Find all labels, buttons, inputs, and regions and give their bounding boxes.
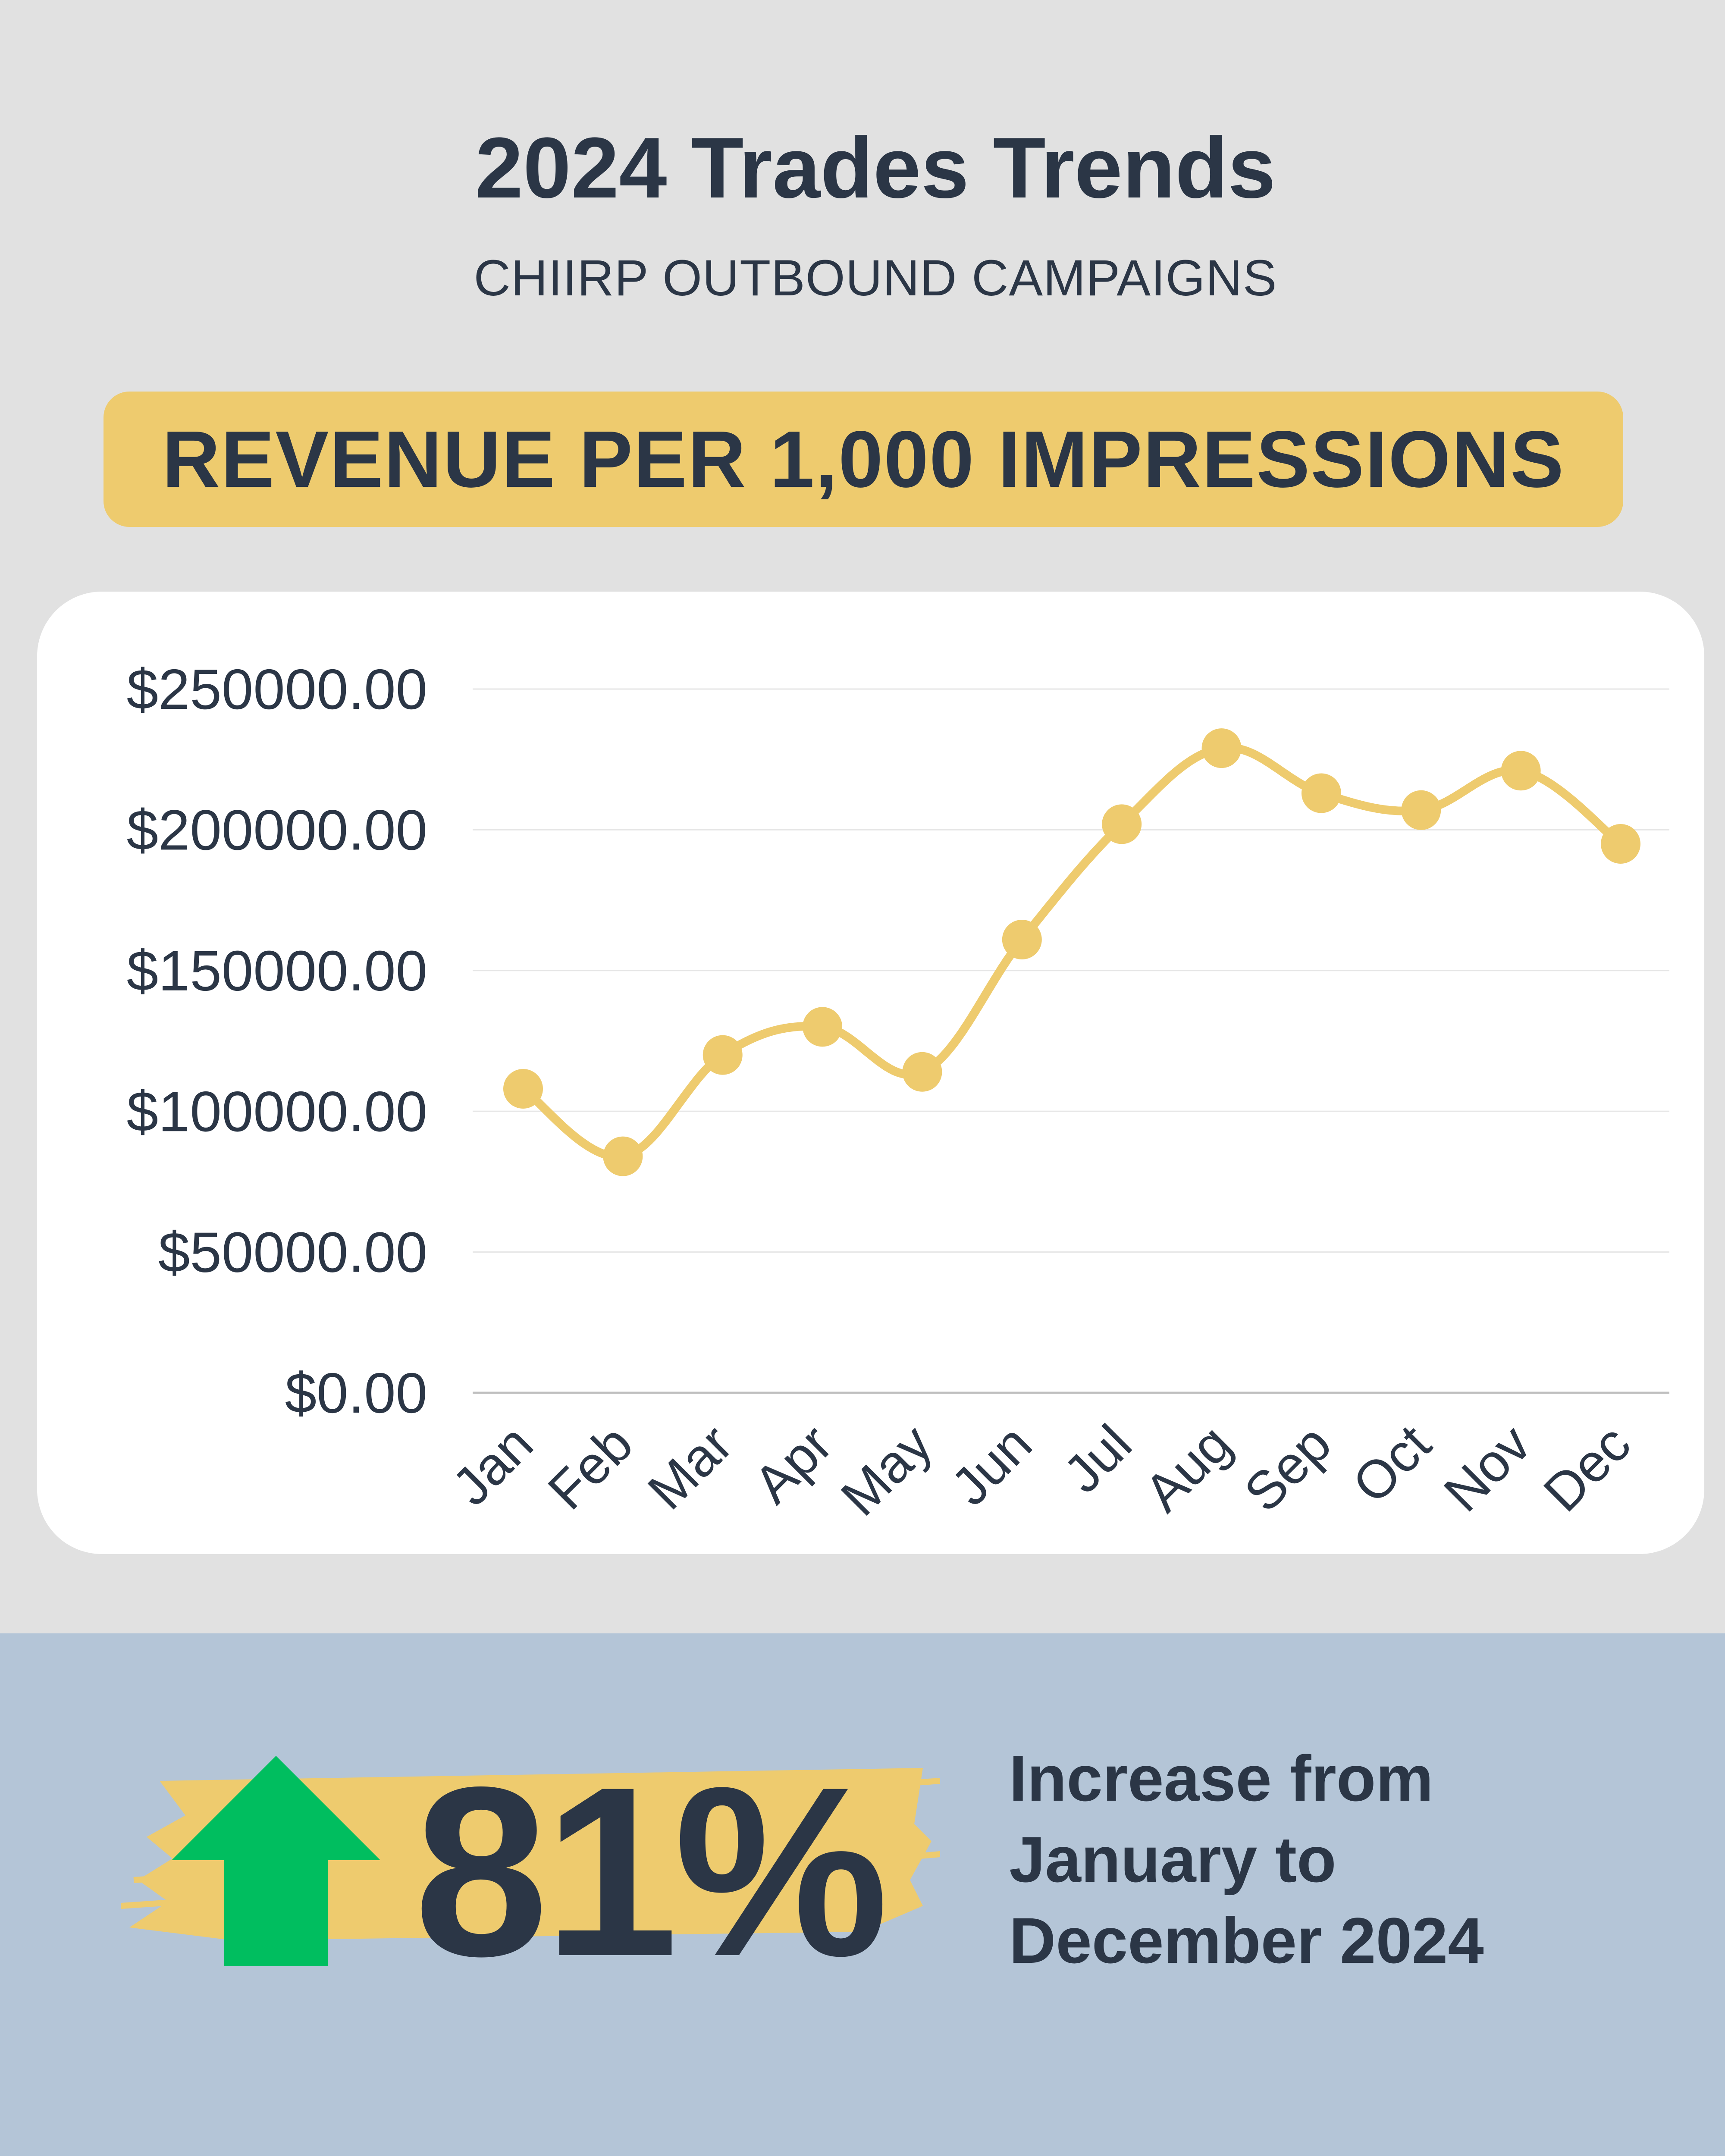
data-point — [503, 1069, 543, 1109]
y-tick-label: $50000.00 — [158, 1221, 427, 1284]
x-tick-label: Dec — [1533, 1414, 1642, 1523]
stat-caption-line: December 2024 — [1009, 1904, 1484, 1977]
x-tick-label: Apr — [743, 1414, 844, 1515]
data-point — [803, 1007, 843, 1047]
x-tick-label: Aug — [1133, 1414, 1243, 1523]
x-tick-label: Jun — [940, 1414, 1043, 1517]
data-point — [1002, 919, 1042, 959]
data-point — [1301, 773, 1341, 813]
x-tick-label: Jan — [441, 1414, 544, 1517]
data-point — [1501, 751, 1541, 791]
data-point — [1102, 804, 1142, 844]
data-point — [1601, 824, 1640, 864]
stat-value: 81% — [414, 1736, 889, 2006]
stat-caption-line: January to — [1009, 1823, 1336, 1896]
y-tick-label: $100000.00 — [127, 1080, 427, 1143]
series-line — [519, 743, 1625, 1161]
x-tick-label: Jul — [1053, 1414, 1143, 1504]
metric-banner: REVENUE PER 1,000 IMPRESSIONS — [104, 392, 1623, 527]
metric-banner-label: REVENUE PER 1,000 IMPRESSIONS — [162, 414, 1565, 504]
y-tick-label: $150000.00 — [127, 939, 427, 1003]
data-point — [1401, 790, 1441, 830]
y-tick-label: $0.00 — [285, 1361, 427, 1425]
chart-card: $0.00 $50000.00 $100000.00 $150000.00 $20000… — [37, 592, 1704, 1554]
page-subtitle: CHIIRP OUTBOUND CAMPAIGNS — [474, 250, 1277, 307]
y-tick-label: $250000.00 — [127, 658, 427, 721]
data-point — [902, 1052, 942, 1092]
x-tick-label: Oct — [1341, 1414, 1442, 1515]
x-tick-label: Sep — [1233, 1414, 1342, 1523]
y-tick-label: $200000.00 — [127, 798, 427, 862]
data-point — [1201, 728, 1242, 768]
x-tick-label: Feb — [537, 1414, 644, 1521]
up-arrow-icon — [172, 1756, 380, 1966]
stat-caption: Increase from January to December 2024 — [1009, 1738, 1484, 1981]
x-tick-label: Mar — [637, 1414, 744, 1521]
data-point — [703, 1035, 743, 1075]
x-tick-label: Nov — [1433, 1414, 1542, 1523]
stat-caption-line: Increase from — [1009, 1742, 1433, 1814]
data-point — [603, 1136, 643, 1176]
line-chart: $0.00 $50000.00 $100000.00 $150000.00 $20000… — [127, 658, 1669, 1527]
x-tick-label: May — [830, 1414, 943, 1527]
page-title: 2024 Trades Trends — [475, 120, 1276, 216]
